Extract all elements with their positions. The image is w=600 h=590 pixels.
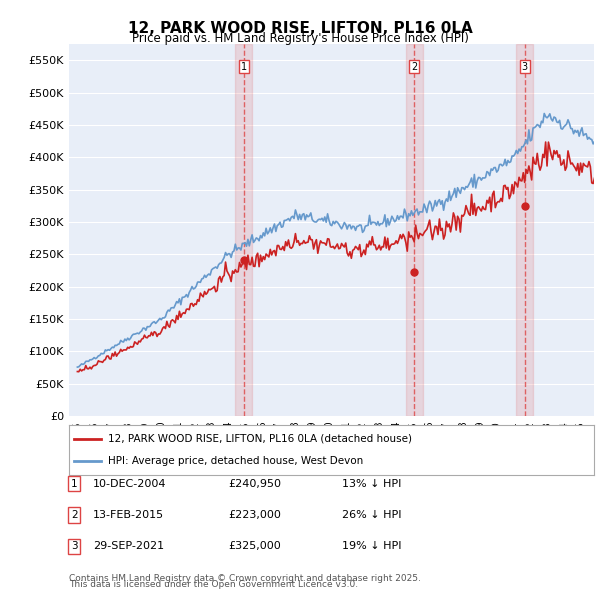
- Text: 13-FEB-2015: 13-FEB-2015: [93, 510, 164, 520]
- Text: 10-DEC-2004: 10-DEC-2004: [93, 479, 167, 489]
- Text: £240,950: £240,950: [228, 479, 281, 489]
- Text: £223,000: £223,000: [228, 510, 281, 520]
- Text: 1: 1: [71, 479, 77, 489]
- Text: 12, PARK WOOD RISE, LIFTON, PL16 0LA (detached house): 12, PARK WOOD RISE, LIFTON, PL16 0LA (de…: [109, 434, 412, 444]
- Text: 3: 3: [71, 542, 77, 551]
- Text: Price paid vs. HM Land Registry's House Price Index (HPI): Price paid vs. HM Land Registry's House …: [131, 32, 469, 45]
- Text: Contains HM Land Registry data © Crown copyright and database right 2025.: Contains HM Land Registry data © Crown c…: [69, 574, 421, 583]
- Text: 1: 1: [241, 61, 247, 71]
- Text: 2: 2: [411, 61, 418, 71]
- Text: 26% ↓ HPI: 26% ↓ HPI: [342, 510, 401, 520]
- Text: This data is licensed under the Open Government Licence v3.0.: This data is licensed under the Open Gov…: [69, 581, 358, 589]
- Text: HPI: Average price, detached house, West Devon: HPI: Average price, detached house, West…: [109, 456, 364, 466]
- Text: 2: 2: [71, 510, 77, 520]
- Text: £325,000: £325,000: [228, 542, 281, 551]
- Bar: [516, 44, 533, 416]
- Text: 29-SEP-2021: 29-SEP-2021: [93, 542, 164, 551]
- Bar: [235, 44, 252, 416]
- Bar: [406, 44, 422, 416]
- Text: 12, PARK WOOD RISE, LIFTON, PL16 0LA: 12, PARK WOOD RISE, LIFTON, PL16 0LA: [128, 21, 472, 35]
- Text: 19% ↓ HPI: 19% ↓ HPI: [342, 542, 401, 551]
- Text: 13% ↓ HPI: 13% ↓ HPI: [342, 479, 401, 489]
- Text: 3: 3: [521, 61, 528, 71]
